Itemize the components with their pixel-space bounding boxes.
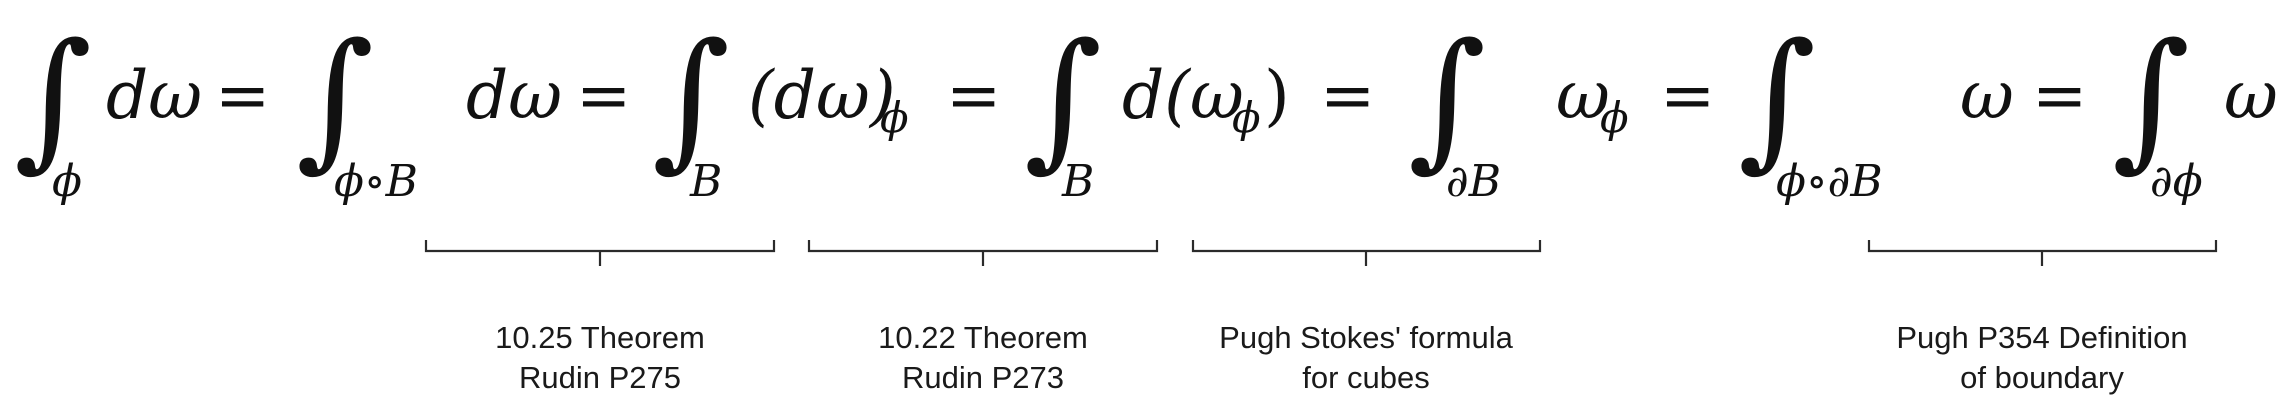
equals-sign: =: [946, 57, 1001, 134]
integral-sign: ∫: [1408, 12, 1486, 186]
annotation-line-2: of boundary: [1960, 360, 2124, 395]
annotation-line-1: 10.25 Theorem: [495, 320, 705, 355]
equals-sign: =: [215, 57, 270, 134]
equation-term-7: ∫ ∂ϕ ω: [2112, 12, 2278, 207]
integrand: ω: [1960, 57, 2014, 134]
equals-sign: =: [2032, 57, 2087, 134]
annotation-line-1: 10.22 Theorem: [878, 320, 1088, 355]
integrand-subscript: ϕ: [1232, 93, 1261, 142]
integrand: (dω): [748, 57, 896, 134]
annotation-line-2: for cubes: [1302, 360, 1430, 395]
annotation-pugh-stokes: Pugh Stokes' formula for cubes: [1219, 320, 1513, 395]
annotation-line-1: Pugh P354 Definition: [1896, 320, 2187, 355]
annotation-rudin-10-22: 10.22 Theorem Rudin P273: [878, 320, 1088, 395]
integral-sign: ∫: [296, 12, 374, 186]
integral-sign: ∫: [2112, 12, 2190, 186]
annotation-pugh-boundary: Pugh P354 Definition of boundary: [1896, 320, 2187, 395]
integrand: d(ω: [1122, 57, 1244, 134]
annotation-line-1: Pugh Stokes' formula: [1219, 320, 1513, 355]
equation-term-1: ∫ ϕ dω: [14, 12, 202, 207]
equation-term-2: ∫ ϕ∘B dω: [296, 12, 562, 207]
equals-sign: =: [1320, 57, 1375, 134]
annotation-line-2: Rudin P275: [519, 360, 681, 395]
integral-sign: ∫: [1738, 12, 1816, 186]
integral-lower-limit: ∂B: [1446, 156, 1501, 207]
integrand: dω: [106, 57, 202, 134]
equation-term-5: ∫ ∂B ω ϕ: [1408, 12, 1629, 207]
integral-sign: ∫: [652, 12, 730, 186]
underbrace-4: [1867, 240, 2218, 266]
underbrace-2: [807, 240, 1159, 266]
underbrace-3: [1191, 240, 1542, 266]
integral-lower-limit: B: [1061, 156, 1094, 207]
integrand: dω: [466, 57, 562, 134]
integrand-subscript: ϕ: [880, 93, 909, 142]
underbrace-1: [424, 240, 776, 266]
equation-term-4: ∫ B d(ω ϕ ): [1024, 12, 1290, 207]
integrand: ω: [2224, 57, 2278, 134]
integrand: ω: [1556, 57, 1610, 134]
integral-lower-limit: ϕ∘B: [334, 156, 418, 207]
equals-sign: =: [576, 57, 631, 134]
integrand-subscript: ϕ: [1600, 93, 1629, 142]
integrand-tail: ): [1264, 57, 1290, 134]
integral-lower-limit: B: [689, 156, 722, 207]
integral-sign: ∫: [14, 12, 92, 186]
integral-lower-limit: ϕ: [52, 156, 82, 207]
equals-sign: =: [1660, 57, 1715, 134]
equation-term-6: ∫ ϕ∘∂B ω: [1738, 12, 2014, 207]
integral-sign: ∫: [1024, 12, 1102, 186]
annotation-line-2: Rudin P273: [902, 360, 1064, 395]
annotation-rudin-10-25: 10.25 Theorem Rudin P275: [495, 320, 705, 395]
equation-term-3: ∫ B (dω) ϕ: [652, 12, 909, 207]
integral-lower-limit: ∂ϕ: [2150, 156, 2203, 207]
integral-lower-limit: ϕ∘∂B: [1776, 156, 1883, 207]
